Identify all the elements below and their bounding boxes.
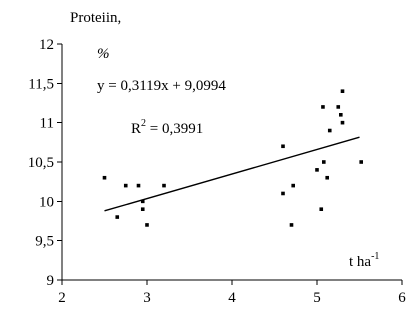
data-point	[145, 223, 149, 227]
y-tick-label: 10	[39, 194, 54, 210]
data-point	[281, 191, 285, 196]
y-tick-label: 12	[39, 37, 54, 53]
y-axis-unit: %	[97, 46, 110, 62]
trendline-equation: y = 0,3119x + 9,0994	[97, 78, 226, 94]
data-point	[136, 183, 141, 188]
x-tick-label: 3	[143, 290, 151, 306]
x-tick-label: 2	[58, 290, 66, 306]
data-point	[325, 175, 329, 180]
r-squared-symbol: R	[131, 121, 141, 137]
data-point	[281, 144, 285, 149]
x-tick-label: 5	[313, 290, 321, 306]
r-squared-value: = 0,3991	[146, 121, 203, 137]
data-point	[327, 128, 332, 133]
trendline	[104, 136, 360, 212]
data-point	[340, 89, 345, 93]
data-point	[359, 160, 363, 164]
data-point	[102, 175, 107, 180]
data-point	[123, 183, 128, 188]
y-axis-title: Proteiin,	[70, 10, 121, 26]
data-point	[322, 160, 326, 164]
data-point	[340, 120, 345, 125]
x-axis-title-superscript: -1	[371, 251, 379, 262]
r-squared-label: R2 = 0,3991	[131, 118, 203, 137]
data-point	[115, 215, 120, 219]
x-tick-label: 4	[228, 290, 236, 306]
data-point	[321, 105, 325, 109]
data-point	[289, 223, 294, 227]
x-tick-label: 6	[398, 290, 406, 306]
x-axis-title-text: t ha	[349, 254, 371, 270]
y-tick-label: 9	[47, 273, 55, 289]
y-tick-label: 11	[40, 116, 54, 132]
x-ticks: 2 3 4 5 6	[58, 280, 406, 306]
data-point	[140, 207, 145, 211]
data-point	[319, 207, 324, 211]
data-point	[140, 199, 145, 204]
data-point	[162, 183, 166, 188]
data-point	[336, 105, 341, 109]
y-tick-label: 11,5	[28, 76, 54, 92]
x-axis-title: t ha-1	[349, 251, 379, 270]
data-point	[291, 183, 295, 188]
data-point	[339, 113, 343, 117]
data-point	[315, 168, 319, 172]
y-tick-label: 10,5	[28, 155, 54, 171]
r-squared-superscript: 2	[141, 118, 146, 129]
data-points	[102, 89, 363, 227]
y-tick-label: 9,5	[35, 234, 54, 250]
y-ticks: 9 9,5 10 10,5 11 11,5 12	[28, 37, 62, 289]
